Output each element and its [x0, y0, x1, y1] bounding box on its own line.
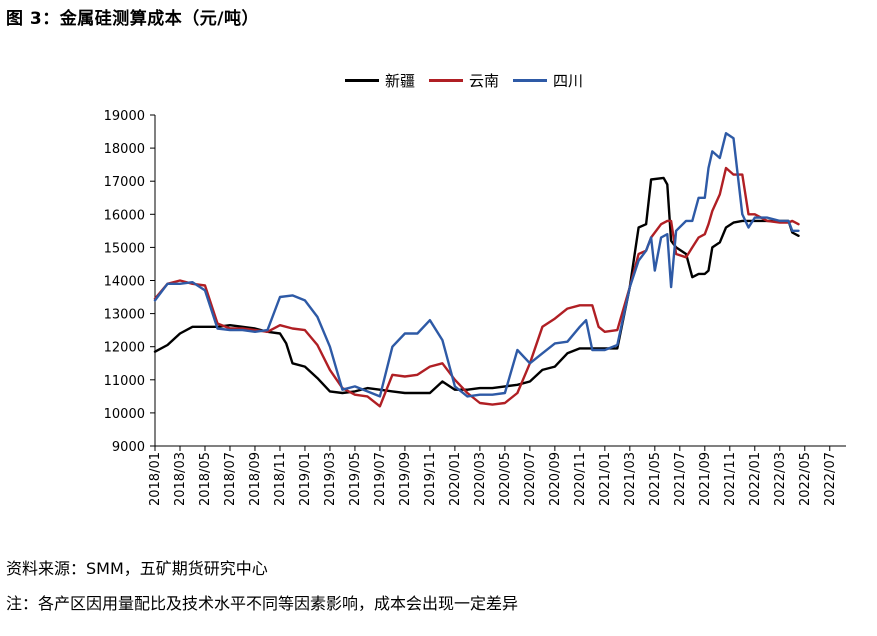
x-tick-label: 2018/09 [248, 452, 263, 506]
y-tick-label: 18000 [104, 142, 145, 157]
x-tick-label: 2018/07 [223, 452, 238, 506]
x-tick-label: 2018/11 [273, 452, 288, 506]
y-tick-label: 11000 [104, 374, 145, 389]
legend-item-1: 云南 [429, 70, 499, 91]
x-tick-label: 2018/05 [198, 452, 213, 506]
y-tick-label: 13000 [104, 308, 145, 323]
x-tick-label: 2022/03 [773, 452, 788, 506]
series-line-0 [153, 176, 800, 395]
x-tick-label: 2021/07 [673, 452, 688, 506]
x-tick-label: 2019/03 [323, 452, 338, 506]
x-tick-label: 2021/09 [698, 452, 713, 506]
y-tick-label: 16000 [104, 208, 145, 223]
legend-label: 新疆 [385, 72, 416, 90]
x-tick-label: 2022/07 [823, 452, 838, 506]
x-tick-label: 2018/01 [148, 452, 163, 506]
series-line-2 [153, 132, 800, 398]
x-tick-label: 2020/09 [548, 452, 563, 506]
source-text: 资料来源：SMM，五矿期货研究中心 [6, 559, 268, 578]
legend-item-0: 新疆 [345, 70, 415, 91]
x-tick-label: 2019/01 [298, 452, 313, 506]
x-tick-label: 2018/03 [173, 452, 188, 506]
x-tick-label: 2020/01 [448, 452, 463, 506]
x-tick-label: 2021/11 [723, 452, 738, 506]
y-tick-label: 10000 [104, 407, 145, 422]
x-tick-label: 2021/01 [598, 452, 613, 506]
x-tick-label: 2020/05 [498, 452, 513, 506]
x-tick-label: 2021/03 [623, 452, 638, 506]
x-tick-label: 2022/01 [748, 452, 763, 506]
legend-swatch [345, 79, 379, 82]
y-tick-label: 9000 [112, 440, 145, 455]
x-tick-label: 2020/11 [573, 452, 588, 506]
y-tick-label: 15000 [104, 241, 145, 256]
legend-label: 四川 [553, 72, 584, 90]
legend-label: 云南 [469, 72, 500, 90]
x-tick-label: 2021/05 [648, 452, 663, 506]
x-tick-label: 2019/09 [398, 452, 413, 506]
legend-swatch [429, 79, 464, 82]
x-tick-label: 2019/05 [348, 452, 363, 506]
x-tick-label: 2019/11 [423, 452, 438, 506]
x-tick-label: 2020/07 [523, 452, 538, 506]
x-tick-label: 2022/05 [798, 452, 813, 506]
series-line-1 [153, 166, 800, 408]
y-tick-label: 14000 [104, 275, 145, 290]
y-tick-label: 19000 [104, 109, 145, 124]
chart-legend: 新疆 云南 四川 [345, 70, 597, 91]
x-tick-label: 2020/03 [473, 452, 488, 506]
note-text: 注：各产区因用量配比及技术水平不同等因素影响，成本会出现一定差异 [6, 594, 519, 613]
x-tick-label: 2019/07 [373, 452, 388, 506]
y-tick-label: 17000 [104, 175, 145, 190]
y-tick-label: 12000 [104, 341, 145, 356]
figure-title: 图 3：金属硅测算成本（元/吨） [6, 9, 259, 29]
legend-swatch [513, 79, 548, 82]
legend-item-2: 四川 [513, 70, 583, 91]
